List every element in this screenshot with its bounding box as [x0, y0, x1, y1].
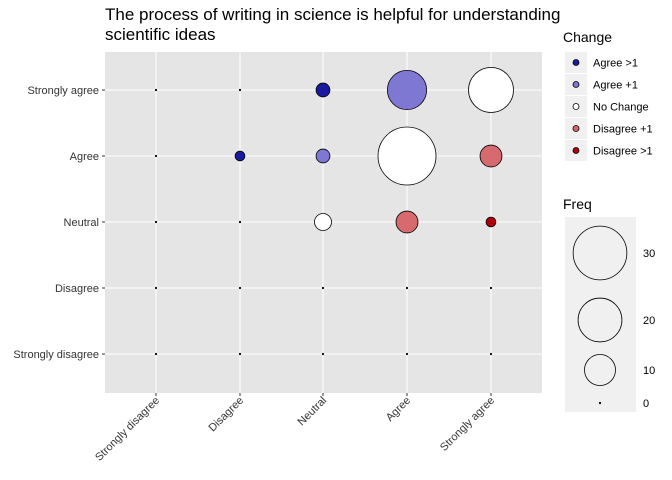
data-point — [154, 220, 158, 224]
y-tick-label: Agree — [70, 151, 99, 163]
x-tick-label: Strongly disagree — [93, 395, 162, 464]
y-tick-label: Disagree — [55, 283, 99, 295]
legend-change-label: Agree +1 — [593, 80, 638, 92]
y-tick-label: Strongly agree — [27, 85, 99, 97]
data-point — [154, 286, 158, 290]
chart-title-line-1: The process of writing in science is hel… — [105, 5, 560, 24]
legend-change-label: Disagree +1 — [593, 124, 653, 136]
legend-change-swatch — [572, 125, 580, 132]
data-point — [485, 216, 497, 228]
legend-change-swatch — [572, 147, 580, 154]
data-point — [479, 144, 503, 168]
x-tick-label: Strongly agree — [438, 395, 497, 454]
legend-freq-circle — [577, 297, 623, 343]
data-point — [386, 69, 428, 111]
legend-freq-label: 10 — [643, 365, 655, 377]
data-point — [395, 210, 419, 234]
data-point — [154, 88, 158, 92]
data-point — [238, 286, 242, 290]
legend-freq-title: Freq — [563, 196, 592, 212]
legend-change-label: Agree >1 — [593, 58, 638, 70]
data-point — [405, 352, 409, 356]
legend-change-title: Change — [563, 29, 612, 45]
data-point — [154, 352, 158, 356]
legend-change-swatch — [572, 103, 580, 110]
data-point — [468, 67, 514, 113]
data-point — [489, 352, 493, 356]
x-tick-label: Disagree — [207, 395, 247, 435]
legend-change-label: No Change — [593, 102, 649, 114]
x-tick-label: Neutral — [296, 395, 330, 429]
legend-freq-label: 20 — [643, 315, 655, 327]
x-tick-label: Agree — [384, 395, 413, 424]
data-point — [238, 88, 242, 92]
data-point — [489, 286, 493, 290]
y-tick-label: Neutral — [64, 217, 99, 229]
data-point — [314, 213, 332, 231]
legend-change-swatch — [572, 59, 580, 66]
data-point — [154, 154, 158, 158]
data-point — [405, 286, 409, 290]
data-point — [315, 148, 331, 164]
legend-freq-label: 30 — [643, 248, 655, 260]
legend-freq-circle — [572, 225, 628, 281]
data-point — [238, 220, 242, 224]
legend-change-label: Disagree >1 — [593, 146, 653, 158]
data-point — [234, 150, 246, 162]
data-point — [321, 352, 325, 356]
data-point — [377, 126, 437, 186]
legend-freq-circle — [584, 354, 616, 386]
legend-freq-circle — [598, 401, 602, 405]
data-point — [321, 286, 325, 290]
data-point — [315, 82, 331, 98]
data-point — [238, 352, 242, 356]
legend-freq-label: 0 — [643, 398, 649, 410]
legend-change-swatch — [572, 81, 580, 88]
y-tick-label: Strongly disagree — [13, 349, 99, 361]
chart-title-line-2: scientific ideas — [105, 25, 216, 44]
